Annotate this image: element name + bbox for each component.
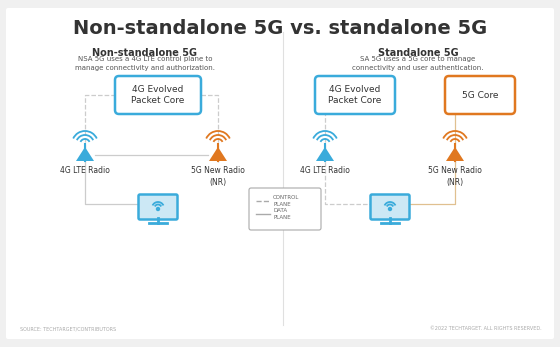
Text: NSA 5G uses a 4G LTE control plane to
manage connectivity and authorization.: NSA 5G uses a 4G LTE control plane to ma… xyxy=(75,56,215,70)
Text: 5G New Radio
(NR): 5G New Radio (NR) xyxy=(428,166,482,187)
Text: 4G Evolved
Packet Core: 4G Evolved Packet Core xyxy=(328,85,382,105)
FancyBboxPatch shape xyxy=(371,195,409,220)
Text: 4G LTE Radio: 4G LTE Radio xyxy=(60,166,110,175)
Text: Non-standalone 5G: Non-standalone 5G xyxy=(92,48,198,58)
FancyBboxPatch shape xyxy=(315,76,395,114)
Text: CONTROL
PLANE: CONTROL PLANE xyxy=(273,195,300,206)
Text: 4G LTE Radio: 4G LTE Radio xyxy=(300,166,350,175)
Circle shape xyxy=(389,208,391,211)
Circle shape xyxy=(156,208,160,211)
Text: Standalone 5G: Standalone 5G xyxy=(377,48,458,58)
FancyBboxPatch shape xyxy=(138,195,178,220)
Text: SA 5G uses a 5G core to manage
connectivity and user authentication.: SA 5G uses a 5G core to manage connectiv… xyxy=(352,56,484,70)
Text: 5G New Radio
(NR): 5G New Radio (NR) xyxy=(191,166,245,187)
Text: Non-standalone 5G vs. standalone 5G: Non-standalone 5G vs. standalone 5G xyxy=(73,19,487,38)
Polygon shape xyxy=(76,147,94,161)
FancyBboxPatch shape xyxy=(115,76,201,114)
Text: 4G Evolved
Packet Core: 4G Evolved Packet Core xyxy=(131,85,185,105)
Polygon shape xyxy=(209,147,227,161)
Polygon shape xyxy=(316,147,334,161)
FancyBboxPatch shape xyxy=(445,76,515,114)
Text: ©2022 TECHTARGET. ALL RIGHTS RESERVED.: ©2022 TECHTARGET. ALL RIGHTS RESERVED. xyxy=(431,327,542,331)
FancyBboxPatch shape xyxy=(6,8,554,339)
FancyBboxPatch shape xyxy=(249,188,321,230)
Text: SOURCE: TECHTARGET/CONTRIBUTORS: SOURCE: TECHTARGET/CONTRIBUTORS xyxy=(20,327,116,331)
Polygon shape xyxy=(446,147,464,161)
Text: 5G Core: 5G Core xyxy=(462,91,498,100)
Text: DATA
PLANE: DATA PLANE xyxy=(273,209,291,220)
